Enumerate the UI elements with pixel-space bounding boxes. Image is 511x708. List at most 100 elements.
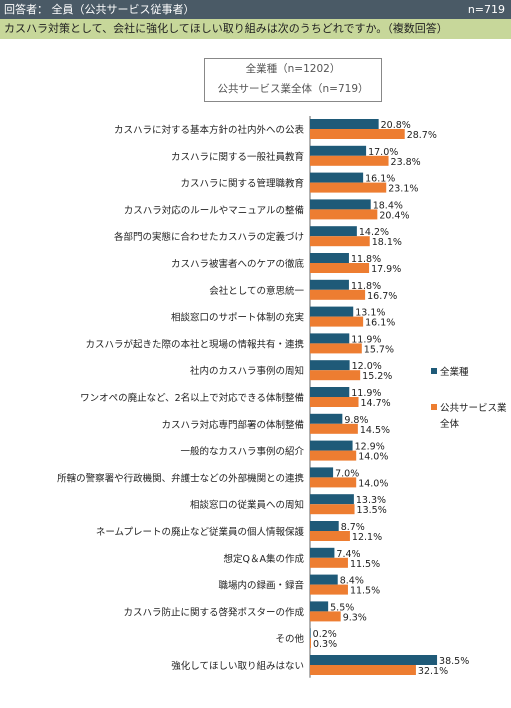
bar-public-service <box>310 423 358 434</box>
category-label: カスハラに対する基本方針の社内外への公表 <box>114 124 305 136</box>
category-label: カスハラに関する一般社員教育 <box>171 151 304 163</box>
category-label: ワンオペの廃止など、2名以上で対応できる体制整備 <box>80 392 304 404</box>
data-label: 18.1% <box>372 237 402 248</box>
bar-all-industries <box>310 306 354 317</box>
bar-all-industries <box>310 467 334 478</box>
bar-all-industries <box>310 119 379 129</box>
data-label: 13.3% <box>356 495 386 506</box>
bar-public-service <box>310 584 348 595</box>
data-label: 23.1% <box>388 184 418 195</box>
bar-public-service <box>310 209 378 220</box>
bar-public-service <box>310 638 311 649</box>
respondent-header: 回答者： 全員（公共サービス従事者） n=719 <box>0 0 511 19</box>
legend-label-public-service-line2: 全体 <box>440 418 460 430</box>
category-label: カスハラ防止に関する啓発ポスターの作成 <box>123 606 304 618</box>
bar-public-service <box>310 504 355 515</box>
bar-public-service <box>310 370 361 381</box>
bar-all-industries <box>310 226 357 237</box>
category-label: 強化してほしい取り組みはない <box>171 660 304 672</box>
data-label: 14.0% <box>358 452 388 463</box>
category-label: 会社としての意思統一 <box>209 285 304 297</box>
bar-public-service <box>310 343 362 354</box>
bar-public-service <box>310 611 341 622</box>
bar-all-industries <box>310 628 311 639</box>
legend-label-all-industries: 全業種 <box>440 366 469 378</box>
category-label: 相談窓口のサポート体制の充実 <box>171 312 305 324</box>
bar-public-service <box>310 316 364 327</box>
data-label: 7.0% <box>335 468 359 479</box>
data-label: 14.0% <box>358 478 388 489</box>
legend-swatch-all-industries <box>431 368 437 374</box>
respondent-label: 回答者： 全員（公共サービス従事者） <box>4 3 195 16</box>
data-label: 15.7% <box>364 344 394 355</box>
data-label: 13.1% <box>355 308 385 319</box>
category-label: 想定Q＆A集の作成 <box>224 553 305 565</box>
data-label: 12.1% <box>352 532 382 543</box>
bar-public-service <box>310 236 370 247</box>
data-label: 17.0% <box>368 147 398 158</box>
category-label: ネームプレートの廃止など従業員の個人情報保護 <box>96 526 305 538</box>
bar-all-industries <box>310 172 364 183</box>
bar-public-service <box>310 289 366 300</box>
data-label: 14.7% <box>361 398 391 409</box>
data-label: 5.5% <box>330 602 354 613</box>
bar-public-service <box>310 450 357 461</box>
legend-label-public-service: 公共サービス業 <box>440 402 507 414</box>
data-label: 12.0% <box>352 361 382 372</box>
data-label: 16.1% <box>365 174 395 185</box>
bar-all-industries <box>310 279 349 290</box>
bar-all-industries <box>310 547 335 558</box>
bar-all-industries <box>310 413 343 424</box>
bar-public-service <box>310 129 405 139</box>
question-text: カスハラ対策として、会社に強化してほしい取り組みは次のうちどれですか。（複数回答… <box>4 22 448 35</box>
bar-all-industries <box>310 145 367 156</box>
data-label: 11.9% <box>351 388 381 399</box>
sample-line-public: 公共サービス業全体（n=719） <box>217 83 369 95</box>
bar-all-industries <box>310 333 350 344</box>
data-label: 14.5% <box>360 425 390 436</box>
data-label: 18.4% <box>373 200 403 211</box>
category-label: 社内のカスハラ事例の周知 <box>190 365 304 377</box>
category-label: 各部門の実態に合わせたカスハラの定義づけ <box>114 231 304 243</box>
data-label: 11.5% <box>350 559 380 570</box>
data-label: 8.4% <box>340 576 364 587</box>
category-label: カスハラ被害者へのケアの徹底 <box>171 258 305 270</box>
category-label: カスハラが起きた際の本社と現場の情報共有・連携 <box>85 338 304 350</box>
bar-all-industries <box>310 199 371 210</box>
legend-swatch-public-service <box>431 404 437 410</box>
data-label: 0.2% <box>313 629 337 640</box>
question-bar: カスハラ対策として、会社に強化してほしい取り組みは次のうちどれですか。（複数回答… <box>0 19 511 39</box>
data-label: 32.1% <box>418 666 448 677</box>
data-label: 14.2% <box>359 227 389 238</box>
data-label: 17.9% <box>371 264 401 275</box>
bar-public-service <box>310 531 350 541</box>
category-label: カスハラ対応のルールやマニュアルの整備 <box>124 204 304 216</box>
bar-all-industries <box>310 440 353 451</box>
bar-all-industries <box>310 655 438 665</box>
data-label: 11.8% <box>351 281 381 292</box>
data-label: 16.7% <box>367 291 397 302</box>
bar-all-industries <box>310 601 329 612</box>
category-label: カスハラに関する管理職教育 <box>180 178 304 190</box>
bar-public-service <box>310 557 348 568</box>
data-label: 9.8% <box>344 415 368 426</box>
bar-public-service <box>310 182 387 193</box>
category-label: カスハラ対応専門部署の体制整備 <box>161 419 304 431</box>
data-label: 0.3% <box>313 639 337 650</box>
sample-size-box: 全業種（n=1202） 公共サービス業全体（n=719） <box>204 58 382 102</box>
data-label: 23.8% <box>391 157 421 168</box>
bar-public-service <box>310 477 357 488</box>
category-label: 一般的なカスハラ事例の紹介 <box>180 446 304 458</box>
data-label: 20.4% <box>379 210 409 221</box>
bar-all-industries <box>310 574 338 585</box>
bar-public-service <box>310 397 359 407</box>
data-label: 8.7% <box>341 522 365 533</box>
bar-all-industries <box>310 494 354 505</box>
data-label: 13.5% <box>357 505 387 516</box>
bar-all-industries <box>310 521 339 531</box>
bar-all-industries <box>310 387 350 397</box>
data-label: 16.1% <box>365 318 395 329</box>
bar-public-service <box>310 665 416 675</box>
data-label: 9.3% <box>343 612 367 623</box>
bar-all-industries <box>310 360 350 371</box>
